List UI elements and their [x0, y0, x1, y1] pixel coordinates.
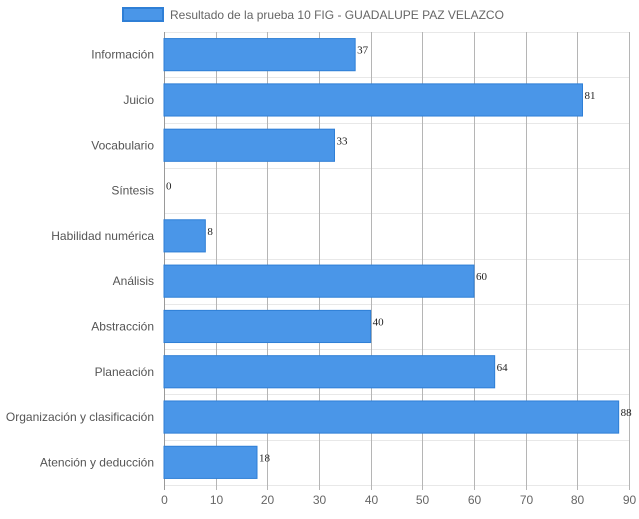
bars [163, 38, 620, 479]
x-tick-label: 20 [261, 493, 275, 507]
category-label: Planeación [95, 365, 154, 379]
bar[interactable] [163, 445, 258, 479]
x-tick-label: 10 [210, 493, 224, 507]
category-label: Organización y clasificación [6, 410, 154, 424]
data-label: 33 [337, 135, 349, 147]
category-label: Abstracción [91, 319, 154, 333]
bar[interactable] [163, 83, 583, 117]
legend[interactable]: Resultado de la prueba 10 FIG - GUADALUP… [122, 7, 504, 22]
y-axis: Información Juicio Vocabulario Síntesis Habi… [6, 48, 154, 470]
category-label: Juicio [123, 93, 154, 107]
bar[interactable] [163, 264, 475, 298]
x-tick-label: 80 [571, 493, 585, 507]
x-tick-label: 90 [623, 493, 637, 507]
data-label: 0 [166, 181, 172, 193]
x-axis: 0 10 20 30 40 50 60 70 80 90 [161, 493, 636, 507]
category-label: Vocabulario [91, 138, 154, 152]
data-label: 40 [373, 316, 385, 328]
data-label: 18 [259, 452, 271, 464]
x-tick-label: 0 [161, 493, 168, 507]
category-label: Síntesis [111, 184, 154, 198]
x-tick-label: 70 [520, 493, 534, 507]
data-label: 37 [357, 45, 369, 57]
data-label: 88 [621, 407, 633, 419]
x-tick-label: 60 [468, 493, 482, 507]
bar[interactable] [163, 309, 372, 344]
bar[interactable] [163, 38, 356, 72]
data-label: 8 [207, 226, 213, 238]
bar[interactable] [163, 400, 620, 434]
category-label: Atención y deducción [40, 455, 154, 469]
data-label: 60 [476, 271, 488, 283]
legend-swatch[interactable] [122, 7, 164, 22]
x-tick-label: 30 [313, 493, 327, 507]
data-label: 81 [585, 90, 596, 102]
data-label: 64 [497, 362, 509, 374]
bar[interactable] [163, 219, 206, 253]
legend-label[interactable]: Resultado de la prueba 10 FIG - GUADALUP… [170, 8, 504, 22]
bar[interactable] [163, 355, 496, 389]
bar[interactable] [163, 128, 335, 162]
data-labels: 37 81 33 0 8 60 40 64 88 18 [166, 45, 632, 465]
category-label: Análisis [113, 274, 154, 288]
x-tick-label: 40 [365, 493, 379, 507]
category-label: Habilidad numérica [51, 229, 154, 243]
x-tick-label: 50 [416, 493, 430, 507]
category-label: Información [91, 48, 154, 62]
